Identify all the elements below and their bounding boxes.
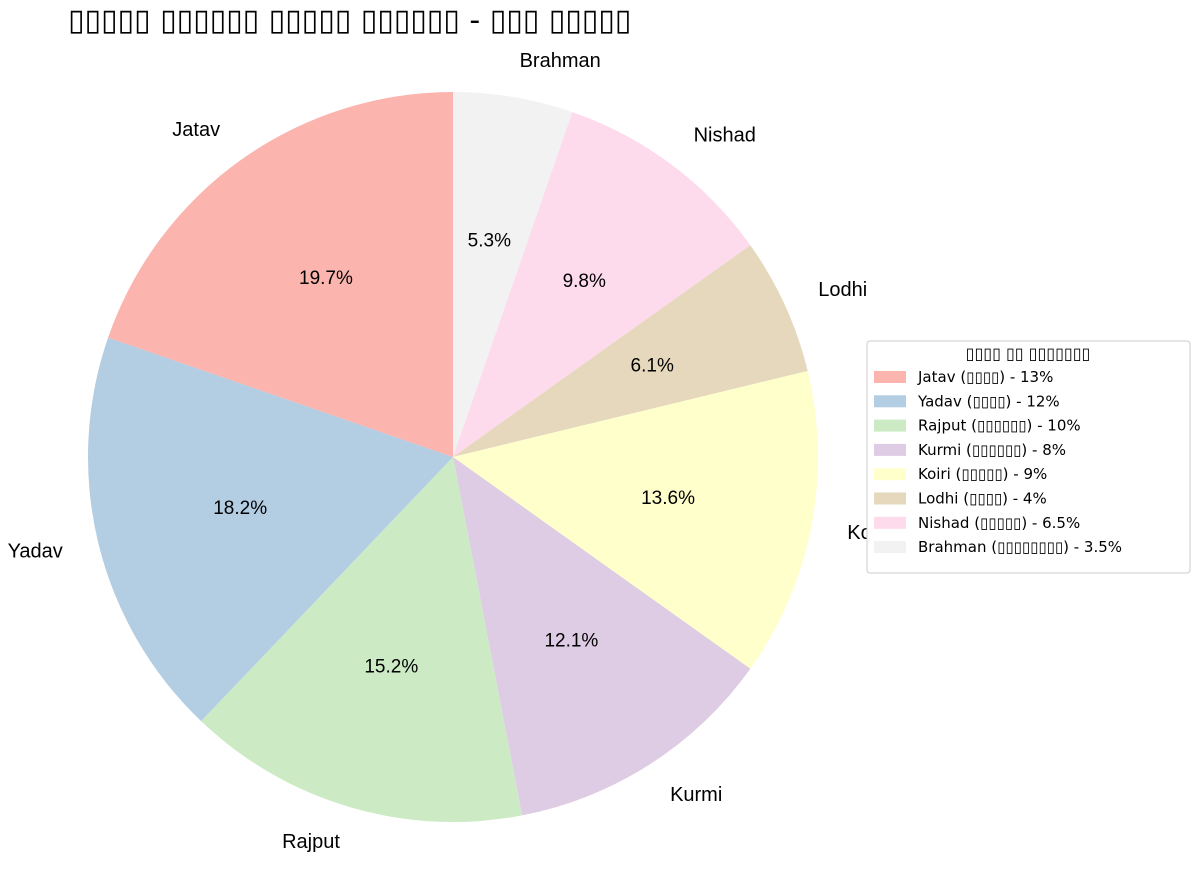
legend-label-yadav: Yadav (▯▯▯▯) - 12%	[917, 392, 1060, 410]
pie-slice-jatav	[108, 92, 453, 457]
legend-box	[866, 340, 1191, 574]
legend-label-brahman: Brahman (▯▯▯▯▯▯▯▯) - 3.5%	[918, 538, 1122, 556]
legend-swatch-koiri	[874, 468, 906, 481]
pct-label-rajput: 15.2%	[364, 657, 418, 678]
legend-label-jatav: Jatav (▯▯▯▯) - 13%	[917, 368, 1053, 386]
pie-slice-rajput	[201, 457, 523, 822]
pie-slice-lodhi	[453, 245, 808, 457]
percentage-labels: 5.3% 9.8% 6.1% 13.6% 12.1% 15.2% 18.2% 19.7%	[213, 231, 695, 678]
legend-label-kurmi: Kurmi (▯▯▯▯▯▯) - 8%	[918, 441, 1066, 459]
slice-labels: BrahmanNishadLodhiKoiriKurmiRajputYadavJ…	[8, 50, 888, 853]
legend-label-nishad: Nishad (▯▯▯▯▯) - 6.5%	[918, 514, 1080, 532]
legend-swatch-nishad	[874, 516, 906, 529]
legend-swatch-kurmi	[874, 443, 906, 456]
legend: ▯▯▯▯ ▯▯ ▯▯▯▯▯▯▯ Jatav (▯▯▯▯) - 13% Yadav …	[866, 340, 1191, 574]
pie-slice-brahman	[453, 92, 573, 457]
legend-label-rajput: Rajput (▯▯▯▯▯▯) - 10%	[918, 417, 1081, 435]
pct-label-kurmi: 12.1%	[544, 631, 598, 652]
legend-label-lodhi: Lodhi (▯▯▯▯) - 4%	[918, 490, 1047, 508]
slice-label-rajput: Rajput	[282, 831, 340, 853]
pie-slice-nishad	[453, 112, 751, 457]
legend-swatch-brahman	[874, 541, 906, 554]
legend-swatch-rajput	[874, 419, 906, 432]
pie-slice-koiri	[453, 370, 819, 669]
pct-label-yadav: 18.2%	[213, 498, 267, 519]
pct-label-nishad: 9.8%	[563, 271, 606, 292]
slice-label-yadav: Yadav	[8, 541, 63, 563]
legend-swatch-jatav	[874, 371, 906, 383]
pct-label-jatav: 19.7%	[299, 268, 353, 289]
legend-label-koiri: Koiri (▯▯▯▯▯) - 9%	[918, 465, 1047, 483]
legend-title: ▯▯▯▯ ▯▯ ▯▯▯▯▯▯▯	[966, 344, 1091, 363]
slice-label-lodhi: Lodhi	[818, 279, 867, 301]
legend-items: Jatav (▯▯▯▯) - 13% Yadav (▯▯▯▯) - 12% Rajp…	[874, 368, 1122, 556]
pie-slices	[87, 92, 819, 822]
pct-label-brahman: 5.3%	[468, 231, 511, 252]
slice-label-brahman: Brahman	[520, 50, 601, 72]
chart-title: ▯▯▯▯▯ ▯▯▯▯▯▯ ▯▯▯▯▯ ▯▯▯▯▯▯ - ▯▯▯ ▯▯▯▯▯	[68, 3, 631, 38]
slice-label-kurmi: Kurmi	[670, 784, 722, 806]
pct-label-koiri: 13.6%	[641, 488, 695, 509]
pie-slice-kurmi	[453, 457, 751, 816]
pie-slice-yadav	[87, 337, 453, 722]
pct-label-lodhi: 6.1%	[631, 356, 674, 377]
slice-label-jatav: Jatav	[172, 119, 220, 141]
slice-label-nishad: Nishad	[694, 125, 756, 147]
legend-swatch-lodhi	[874, 492, 906, 505]
legend-swatch-yadav	[874, 395, 906, 408]
